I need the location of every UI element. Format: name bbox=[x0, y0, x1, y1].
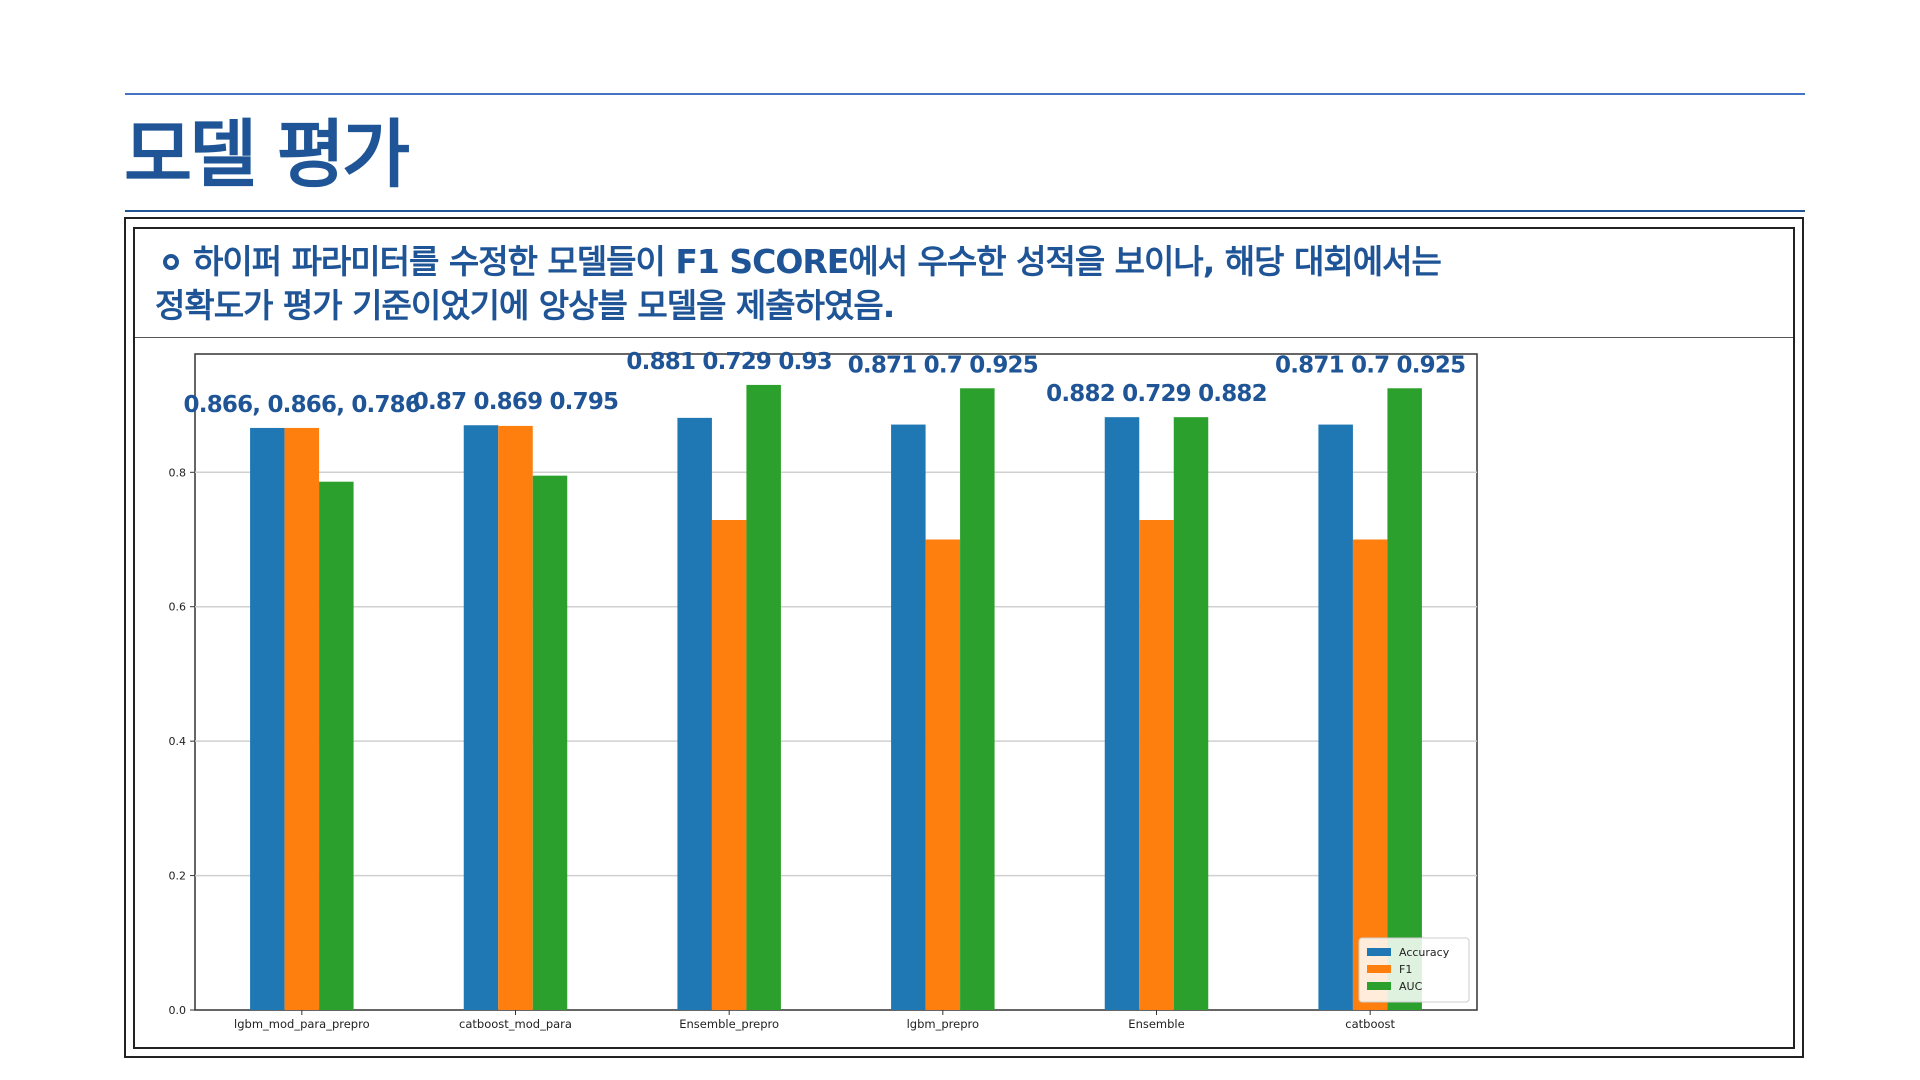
bar-accuracy bbox=[463, 425, 499, 1010]
description-text-2: 정확도가 평가 기준이었기에 앙상블 모델을 제출하였음. bbox=[155, 286, 895, 325]
x-tick-label: lgbm_prepro bbox=[907, 1017, 979, 1031]
y-tick-label: 0.4 bbox=[169, 735, 187, 748]
description-rule bbox=[135, 337, 1793, 338]
bar-f1 bbox=[284, 427, 320, 1010]
y-tick-label: 0.0 bbox=[169, 1004, 187, 1017]
x-ticks: lgbm_mod_para_prepro catboost_mod_para Ens… bbox=[234, 1010, 1396, 1031]
value-annotation: 0.871 0.7 0.925 bbox=[848, 352, 1038, 378]
bar-auc bbox=[319, 481, 354, 1010]
bar-f1 bbox=[925, 539, 961, 1010]
legend-swatch bbox=[1367, 948, 1391, 956]
legend: Accuracy F1 AUC bbox=[1358, 937, 1470, 1003]
description-line-2: 정확도가 평가 기준이었기에 앙상블 모델을 제출하였음. bbox=[155, 284, 1655, 328]
title-rule bbox=[125, 210, 1805, 212]
legend-label: F1 bbox=[1399, 963, 1412, 976]
bar-accuracy bbox=[677, 417, 712, 1010]
description-text-1: 하이퍼 파라미터를 수정한 모델들이 F1 SCORE에서 우수한 성적을 보이… bbox=[193, 242, 1442, 281]
content-inner-frame bbox=[133, 227, 1795, 1049]
x-tick-label: Ensemble bbox=[1128, 1017, 1184, 1031]
bar-f1 bbox=[1352, 539, 1388, 1010]
bar-auc bbox=[960, 388, 995, 1010]
y-tick-label: 0.8 bbox=[169, 466, 187, 479]
value-annotation: 0.866, 0.866, 0.786 bbox=[184, 392, 421, 418]
legend-label: AUC bbox=[1399, 980, 1423, 993]
bar-accuracy bbox=[891, 424, 926, 1011]
value-annotation: 0.882 0.729 0.882 bbox=[1046, 381, 1267, 407]
bar-accuracy bbox=[1318, 424, 1353, 1011]
y-tick-label: 0.6 bbox=[169, 601, 187, 614]
y-ticks: 0.0 0.2 0.4 0.6 0.8 bbox=[169, 466, 195, 1017]
bar-accuracy bbox=[250, 427, 285, 1010]
x-tick-label: lgbm_mod_para_prepro bbox=[234, 1017, 370, 1031]
top-rule bbox=[125, 93, 1805, 95]
plot-area bbox=[194, 353, 1478, 1011]
page-title: 모델 평가 bbox=[124, 112, 410, 198]
legend-swatch bbox=[1367, 965, 1391, 973]
grid-lines bbox=[195, 471, 1477, 877]
x-tick-label: catboost bbox=[1345, 1017, 1395, 1031]
legend-label: Accuracy bbox=[1399, 946, 1450, 959]
description: 하이퍼 파라미터를 수정한 모델들이 F1 SCORE에서 우수한 성적을 보이… bbox=[155, 240, 1655, 328]
description-line-1: 하이퍼 파라미터를 수정한 모델들이 F1 SCORE에서 우수한 성적을 보이… bbox=[155, 240, 1655, 284]
bar-chart: 0.0 0.2 0.4 0.6 0.8 lgbm_mod_para_prepro catb… bbox=[169, 349, 1478, 1031]
bar-f1 bbox=[498, 425, 533, 1010]
bar-accuracy bbox=[1104, 417, 1140, 1011]
legend-swatch bbox=[1367, 982, 1391, 990]
y-tick-label: 0.2 bbox=[169, 870, 187, 883]
content-frame bbox=[124, 217, 1804, 1058]
circle-bullet-icon bbox=[163, 253, 179, 270]
value-annotation: 0.871 0.7 0.925 bbox=[1275, 352, 1465, 378]
bar-f1 bbox=[711, 520, 747, 1010]
value-annotation: 0.881 0.729 0.93 bbox=[626, 349, 831, 375]
bar-auc bbox=[746, 384, 781, 1010]
bar-auc bbox=[532, 475, 568, 1010]
bar-f1 bbox=[1139, 520, 1174, 1010]
bar-auc bbox=[1387, 388, 1422, 1010]
x-tick-label: Ensemble_prepro bbox=[679, 1017, 779, 1031]
bar-auc bbox=[1173, 417, 1209, 1011]
bars bbox=[250, 384, 1422, 1011]
value-annotation: 0.87 0.869 0.795 bbox=[413, 389, 618, 415]
x-tick-label: catboost_mod_para bbox=[459, 1017, 572, 1031]
